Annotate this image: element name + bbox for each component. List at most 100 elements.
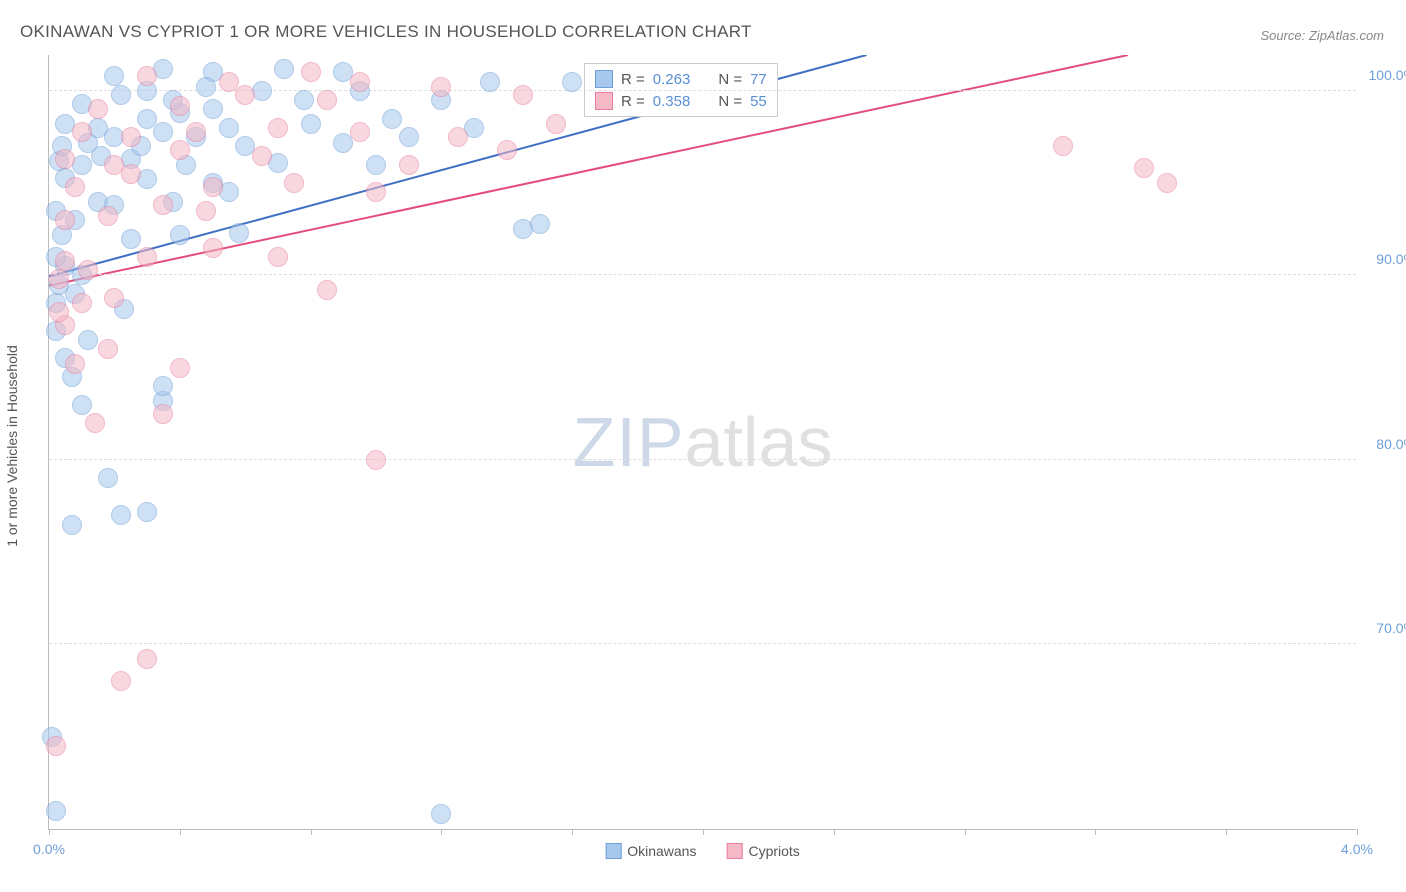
stats-n-label: N = [718,93,742,110]
chart-source: Source: ZipAtlas.com [1260,28,1384,43]
legend-item: Okinawans [605,843,696,859]
scatter-point [366,182,386,202]
scatter-point [46,801,66,821]
xtick-label: 4.0% [1341,841,1373,857]
plot-area: ZIPatlas OkinawansCypriots R =0.263N =77… [48,55,1356,830]
scatter-point [98,206,118,226]
legend-label: Cypriots [748,843,799,859]
scatter-point [1134,158,1154,178]
scatter-point [366,155,386,175]
scatter-point [186,122,206,142]
scatter-point [62,515,82,535]
scatter-point [170,140,190,160]
xtick [1226,829,1227,835]
scatter-point [268,118,288,138]
scatter-point [431,77,451,97]
stats-r-value: 0.263 [653,71,691,88]
gridline-h [49,274,1356,275]
scatter-point [153,376,173,396]
scatter-point [170,225,190,245]
scatter-point [98,468,118,488]
scatter-point [301,62,321,82]
scatter-point [55,251,75,271]
scatter-point [153,122,173,142]
scatter-point [219,72,239,92]
scatter-point [399,155,419,175]
gridline-h [49,459,1356,460]
scatter-point [268,247,288,267]
xtick [1095,829,1096,835]
scatter-point [203,99,223,119]
scatter-point [111,505,131,525]
ytick-label: 100.0% [1364,67,1406,83]
scatter-point [235,85,255,105]
scatter-point [513,85,533,105]
scatter-point [137,502,157,522]
legend-label: Okinawans [627,843,696,859]
stats-r-label: R = [621,71,645,88]
chart-container: OKINAWAN VS CYPRIOT 1 OR MORE VEHICLES I… [0,0,1406,892]
scatter-point [497,140,517,160]
scatter-point [382,109,402,129]
scatter-point [137,66,157,86]
scatter-point [49,302,69,322]
xtick [965,829,966,835]
scatter-point [480,72,500,92]
stats-n-value: 55 [750,93,767,110]
scatter-point [431,804,451,824]
scatter-point [229,223,249,243]
scatter-point [448,127,468,147]
legend-item: Cypriots [726,843,799,859]
scatter-point [196,201,216,221]
scatter-point [219,118,239,138]
scatter-point [55,210,75,230]
stats-swatch [595,70,613,88]
legend-swatch [726,843,742,859]
xtick [834,829,835,835]
scatter-point [203,177,223,197]
legend: Okinawans Cypriots [605,843,800,859]
scatter-point [104,155,124,175]
watermark-atlas: atlas [685,403,833,481]
scatter-point [46,736,66,756]
xtick [572,829,573,835]
stats-n-value: 77 [750,71,767,88]
scatter-point [196,77,216,97]
scatter-point [170,358,190,378]
stats-swatch [595,92,613,110]
trend-lines [49,55,1357,830]
scatter-point [111,671,131,691]
ytick-label: 80.0% [1364,436,1406,452]
scatter-point [399,127,419,147]
scatter-point [284,173,304,193]
ytick-label: 90.0% [1364,251,1406,267]
scatter-point [301,114,321,134]
scatter-point [252,146,272,166]
scatter-point [137,247,157,267]
scatter-point [137,109,157,129]
scatter-point [78,330,98,350]
legend-swatch [605,843,621,859]
xtick-label: 0.0% [33,841,65,857]
scatter-point [104,66,124,86]
watermark: ZIPatlas [573,402,833,482]
gridline-h [49,643,1356,644]
scatter-point [88,99,108,119]
stats-r-value: 0.358 [653,93,691,110]
xtick [311,829,312,835]
scatter-point [203,238,223,258]
scatter-point [562,72,582,92]
scatter-point [294,90,314,110]
scatter-point [104,288,124,308]
xtick [703,829,704,835]
scatter-point [98,339,118,359]
xtick [49,829,50,835]
scatter-point [317,280,337,300]
scatter-point [350,72,370,92]
xtick [1357,829,1358,835]
scatter-point [546,114,566,134]
scatter-point [274,59,294,79]
scatter-point [72,293,92,313]
stats-n-label: N = [718,71,742,88]
xtick [441,829,442,835]
